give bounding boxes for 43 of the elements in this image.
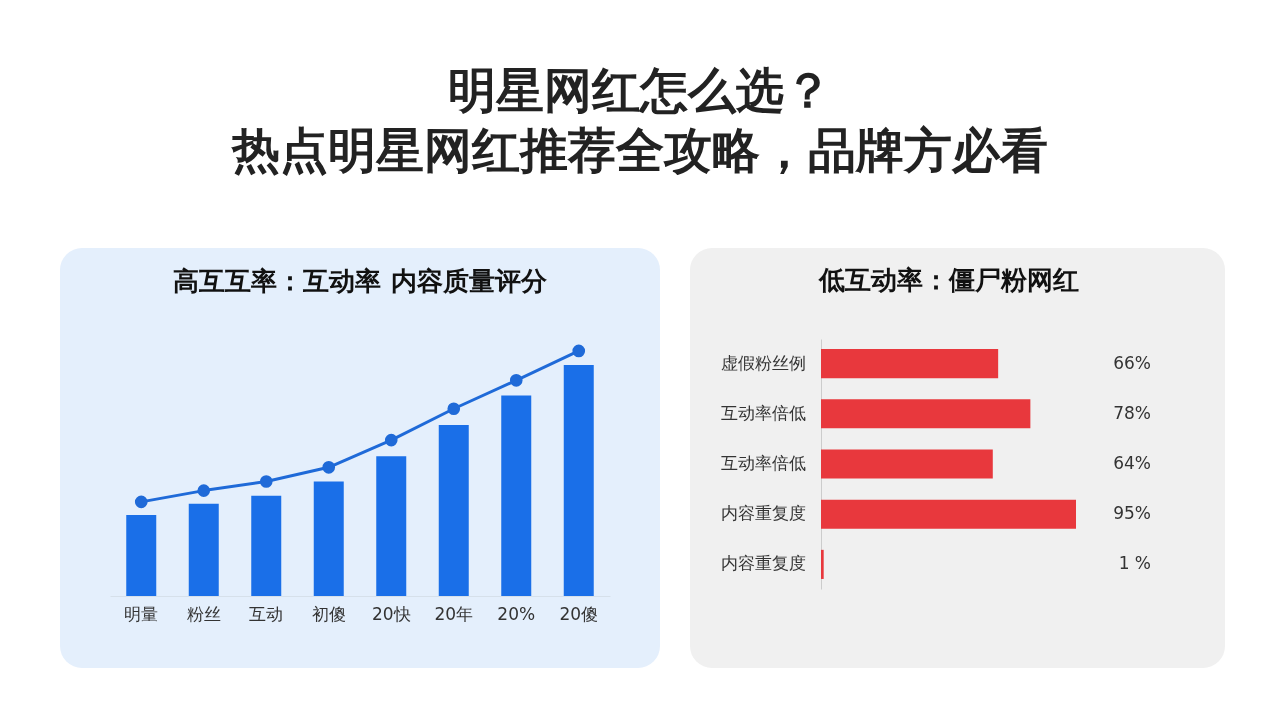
x-tick-label: 粉丝 [186, 603, 221, 624]
y-tick-label: 互动率倍低 [720, 402, 806, 423]
bar [251, 495, 282, 596]
x-tick-label: 20% [497, 603, 536, 624]
data-label: 1 % [1118, 553, 1151, 574]
bar [821, 449, 993, 479]
y-tick-label: 内容重复度 [720, 553, 806, 574]
data-label: 66% [1113, 352, 1151, 373]
y-tick-label: 虚假粉丝例 [720, 352, 806, 373]
x-tick-label: 互动 [249, 603, 284, 624]
point [259, 475, 273, 488]
bar [821, 349, 999, 379]
text: 明星网红怎么选？ [447, 61, 833, 120]
bar [376, 456, 407, 596]
data-label: 64% [1113, 453, 1151, 473]
point [322, 461, 336, 474]
bar [126, 515, 157, 596]
x-tick-label: 初傻 [311, 603, 346, 624]
chart-title: 高互互率：互动率 内容质量评分 [173, 265, 548, 296]
y-tick-label: 内容重复度 [720, 503, 806, 524]
bar [821, 499, 1076, 529]
data-label: 95% [1113, 503, 1151, 524]
bar [821, 399, 1031, 429]
bar [821, 549, 824, 579]
point [447, 402, 461, 416]
x-tick-label: 20傻 [559, 603, 599, 624]
point [384, 433, 398, 447]
chart-title: 低互动率：僵尸粉网红 [817, 265, 1079, 295]
bar [563, 365, 594, 596]
x-tick-label: 明量 [124, 603, 159, 624]
bar [313, 481, 344, 596]
bar [501, 395, 532, 596]
point [134, 495, 148, 509]
point [572, 344, 586, 358]
text: 热点明星网红推荐全攻略，品牌方必看 [230, 121, 1049, 180]
point [509, 374, 523, 387]
bar [438, 424, 469, 596]
point [197, 484, 211, 497]
data-label: 78% [1113, 402, 1151, 423]
x-tick-label: 20年 [434, 603, 474, 624]
x-tick-label: 20快 [371, 603, 411, 624]
y-tick-label: 互动率倍低 [720, 453, 806, 473]
bar [188, 503, 219, 596]
